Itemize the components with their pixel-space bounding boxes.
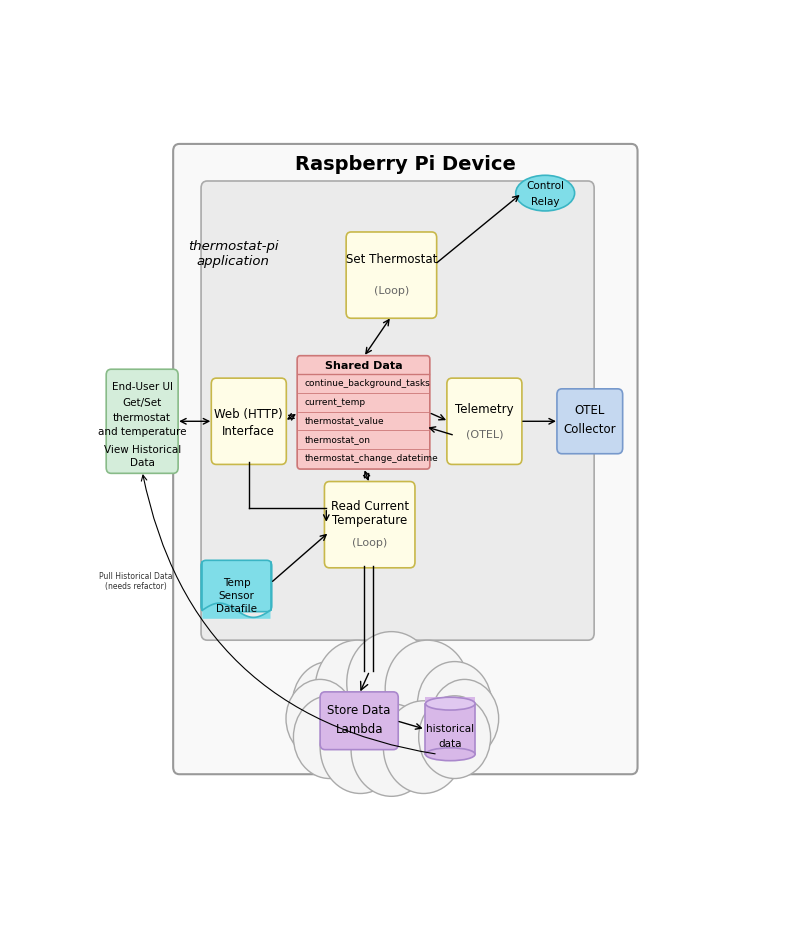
Text: Web (HTTP): Web (HTTP) (214, 407, 283, 420)
Text: Raspberry Pi Device: Raspberry Pi Device (294, 155, 515, 174)
FancyBboxPatch shape (325, 482, 415, 568)
FancyBboxPatch shape (346, 232, 437, 319)
Circle shape (292, 661, 366, 747)
Circle shape (418, 661, 492, 747)
Text: Pull Historical Data
(needs refactor): Pull Historical Data (needs refactor) (99, 572, 173, 592)
Text: Datafile: Datafile (216, 604, 257, 614)
Text: Relay: Relay (531, 196, 559, 206)
Text: Shared Data: Shared Data (325, 360, 402, 370)
Circle shape (418, 695, 490, 779)
Text: Store Data: Store Data (327, 705, 391, 718)
Text: current_temp: current_temp (305, 398, 366, 407)
FancyBboxPatch shape (106, 369, 178, 473)
Circle shape (286, 680, 354, 757)
Text: Sensor: Sensor (218, 591, 254, 601)
Text: and temperature: and temperature (98, 427, 186, 437)
Text: Temperature: Temperature (332, 514, 407, 527)
Text: Telemetry: Telemetry (455, 404, 514, 417)
Circle shape (430, 680, 498, 757)
FancyBboxPatch shape (426, 704, 475, 755)
FancyBboxPatch shape (201, 560, 272, 612)
FancyBboxPatch shape (173, 144, 638, 774)
Text: Data: Data (130, 457, 154, 468)
Circle shape (315, 640, 399, 737)
FancyBboxPatch shape (426, 697, 475, 705)
Ellipse shape (516, 175, 574, 211)
Text: OTEL: OTEL (574, 404, 605, 417)
Ellipse shape (426, 697, 475, 710)
Text: continue_background_tasks: continue_background_tasks (305, 379, 430, 388)
Ellipse shape (426, 748, 475, 760)
Text: thermostat-pi
application: thermostat-pi application (188, 240, 278, 268)
Circle shape (386, 640, 470, 737)
Text: View Historical: View Historical (103, 444, 181, 455)
Text: thermostat_value: thermostat_value (305, 417, 384, 425)
Text: thermostat: thermostat (113, 413, 171, 422)
FancyBboxPatch shape (557, 389, 622, 454)
Text: (Loop): (Loop) (374, 286, 409, 295)
FancyBboxPatch shape (447, 378, 522, 465)
Text: End-User UI: End-User UI (112, 382, 173, 392)
Text: Read Current: Read Current (330, 500, 409, 513)
Text: historical: historical (426, 724, 474, 734)
Circle shape (351, 704, 432, 796)
Text: Interface: Interface (222, 425, 275, 439)
Circle shape (320, 701, 401, 794)
Text: (Loop): (Loop) (352, 538, 387, 548)
Text: Get/Set: Get/Set (122, 398, 162, 408)
Text: Lambda: Lambda (335, 723, 383, 736)
FancyBboxPatch shape (211, 378, 286, 465)
FancyBboxPatch shape (297, 356, 430, 469)
Text: Temp: Temp (222, 578, 250, 588)
FancyBboxPatch shape (320, 692, 398, 750)
Text: Collector: Collector (563, 423, 616, 436)
Text: Set Thermostat: Set Thermostat (346, 253, 437, 266)
Circle shape (383, 701, 464, 794)
Circle shape (346, 632, 436, 734)
Text: (OTEL): (OTEL) (466, 429, 503, 439)
Circle shape (294, 695, 366, 779)
Text: data: data (438, 739, 462, 748)
Text: Control: Control (526, 181, 564, 191)
Text: thermostat_on: thermostat_on (305, 435, 370, 444)
Text: thermostat_change_datetime: thermostat_change_datetime (305, 454, 438, 463)
FancyBboxPatch shape (201, 181, 594, 640)
